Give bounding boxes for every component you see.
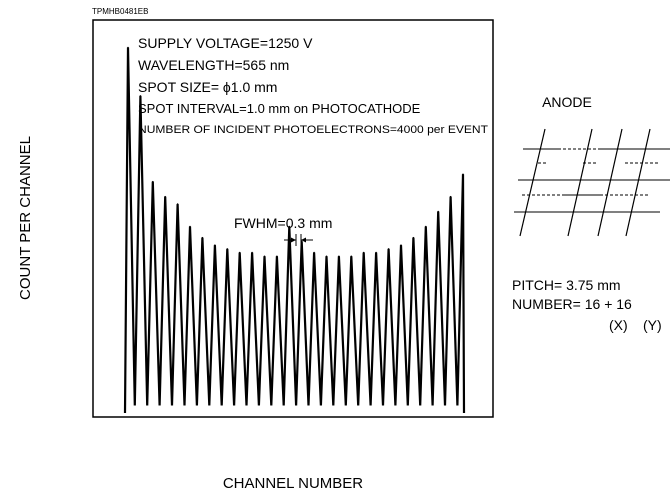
fwhm-arrowhead-left: [291, 237, 296, 243]
figure-code: TPMHB0481EB: [92, 7, 148, 16]
peak-point-16: [313, 251, 315, 254]
anode-pitch: PITCH= 3.75 mm: [512, 277, 621, 293]
anode-x-label: (X): [609, 317, 628, 333]
anode-wire-x2: [567, 128, 593, 237]
peak-point-25: [425, 225, 427, 228]
y-axis-label: COUNT PER CHANNEL: [17, 136, 34, 300]
annotation-photoelectrons: NUMBER OF INCIDENT PHOTOELECTRONS=4000 p…: [138, 124, 488, 136]
peak-point-27: [449, 195, 452, 198]
peak-point-2: [139, 95, 142, 97]
spectrum-trace-group: [123, 46, 466, 414]
fwhm-label: FWHM=0.3 mm: [234, 215, 332, 231]
anode-wire-x4: [625, 128, 651, 237]
peak-point-17: [325, 255, 328, 258]
peak-point-10: [238, 251, 241, 254]
peak-point-28: [462, 173, 464, 176]
anode-title: ANODE: [542, 94, 592, 110]
peak-point-7: [201, 236, 204, 239]
peak-point-19: [350, 255, 353, 258]
peak-point-13: [276, 255, 278, 258]
annotation-spot-interval: SPOT INTERVAL=1.0 mm on PHOTOCATHODE: [138, 101, 421, 116]
fwhm-marker: FWHM=0.3 mm: [234, 215, 332, 246]
peak-point-24: [412, 236, 415, 239]
peak-point-21: [375, 251, 377, 254]
peak-point-8: [214, 244, 216, 246]
peak-point-14: [288, 225, 291, 228]
peak-point-9: [226, 248, 229, 250]
plot-annotations: SUPPLY VOLTAGE=1250 V WAVELENGTH=565 nm …: [138, 35, 488, 136]
peak-point-23: [400, 244, 402, 246]
anode-wire-x3: [597, 128, 623, 237]
peak-point-18: [338, 255, 340, 258]
plot-frame: [92, 19, 494, 418]
anode-wire-x1: [519, 128, 546, 237]
peak-point-12: [263, 255, 266, 258]
peak-point-4: [164, 195, 166, 198]
peak-point-5: [176, 203, 179, 205]
x-axis-label: CHANNEL NUMBER: [223, 475, 363, 492]
annotation-supply-voltage: SUPPLY VOLTAGE=1250 V: [138, 35, 313, 51]
anode-grid-diagram: [514, 128, 670, 237]
annotation-spot-size: SPOT SIZE= ϕ1.0 mm: [138, 79, 277, 95]
peak-point-20: [362, 251, 365, 254]
peak-point-3: [152, 180, 154, 183]
fwhm-arrowhead-right: [301, 237, 306, 243]
peak-point-11: [251, 251, 253, 254]
annotation-wavelength: WAVELENGTH=565 nm: [138, 57, 289, 73]
peak-point-22: [387, 248, 390, 250]
peak-point-1: [127, 46, 129, 49]
spectrum-trace: [123, 47, 466, 414]
anode-number: NUMBER= 16 + 16: [512, 296, 632, 312]
peak-point-6: [189, 225, 191, 228]
anode-y-label: (Y): [643, 317, 662, 333]
peak-point-26: [437, 210, 440, 213]
